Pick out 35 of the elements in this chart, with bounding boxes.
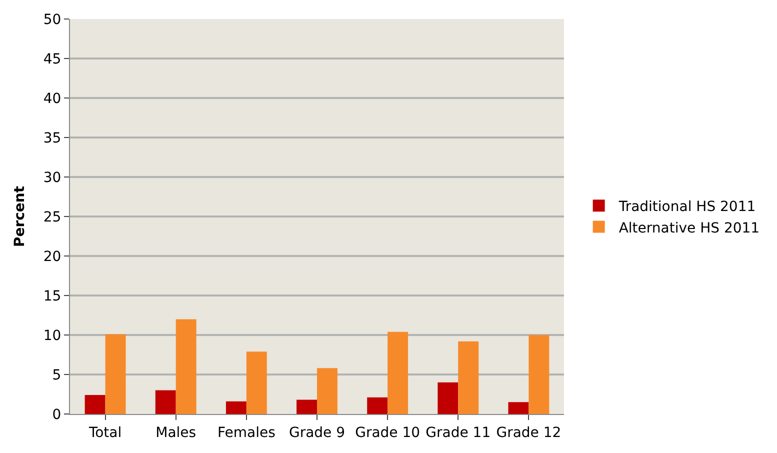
x-tick-label: Males xyxy=(156,424,196,441)
x-tick-label: Grade 10 xyxy=(355,424,420,441)
bar xyxy=(438,382,458,414)
legend-label: Alternative HS 2011 xyxy=(618,220,760,236)
bar xyxy=(296,400,317,414)
bar xyxy=(317,368,338,414)
y-tick-label: 45 xyxy=(43,51,62,68)
bar xyxy=(105,334,126,414)
y-tick-label: 30 xyxy=(43,170,62,186)
bar xyxy=(458,341,479,414)
y-axis-title: Percent xyxy=(12,186,28,248)
y-tick-label: 50 xyxy=(43,12,62,28)
y-tick-label: 20 xyxy=(43,248,62,265)
bar xyxy=(246,352,267,414)
x-tick-label: Females xyxy=(217,424,276,441)
y-tick-label: 10 xyxy=(43,328,62,344)
legend-label: Traditional HS 2011 xyxy=(618,199,756,216)
y-tick-label: 40 xyxy=(43,90,62,107)
y-tick-label: 5 xyxy=(52,367,62,384)
y-tick-label: 35 xyxy=(43,130,62,146)
y-tick-label: 15 xyxy=(43,288,62,304)
bar xyxy=(176,319,196,414)
bar xyxy=(388,332,408,414)
bar xyxy=(226,401,246,414)
bar xyxy=(367,397,388,414)
y-tick-label: 0 xyxy=(52,406,62,423)
y-tick-label: 25 xyxy=(43,209,62,226)
x-tick-label: Total xyxy=(88,424,122,441)
x-tick-label: Grade 11 xyxy=(426,424,491,441)
bar xyxy=(155,390,176,414)
bar xyxy=(508,402,529,414)
x-tick-label: Grade 9 xyxy=(288,424,346,441)
bar xyxy=(84,395,106,414)
bar xyxy=(528,335,550,414)
x-tick-label: Grade 12 xyxy=(496,424,562,441)
